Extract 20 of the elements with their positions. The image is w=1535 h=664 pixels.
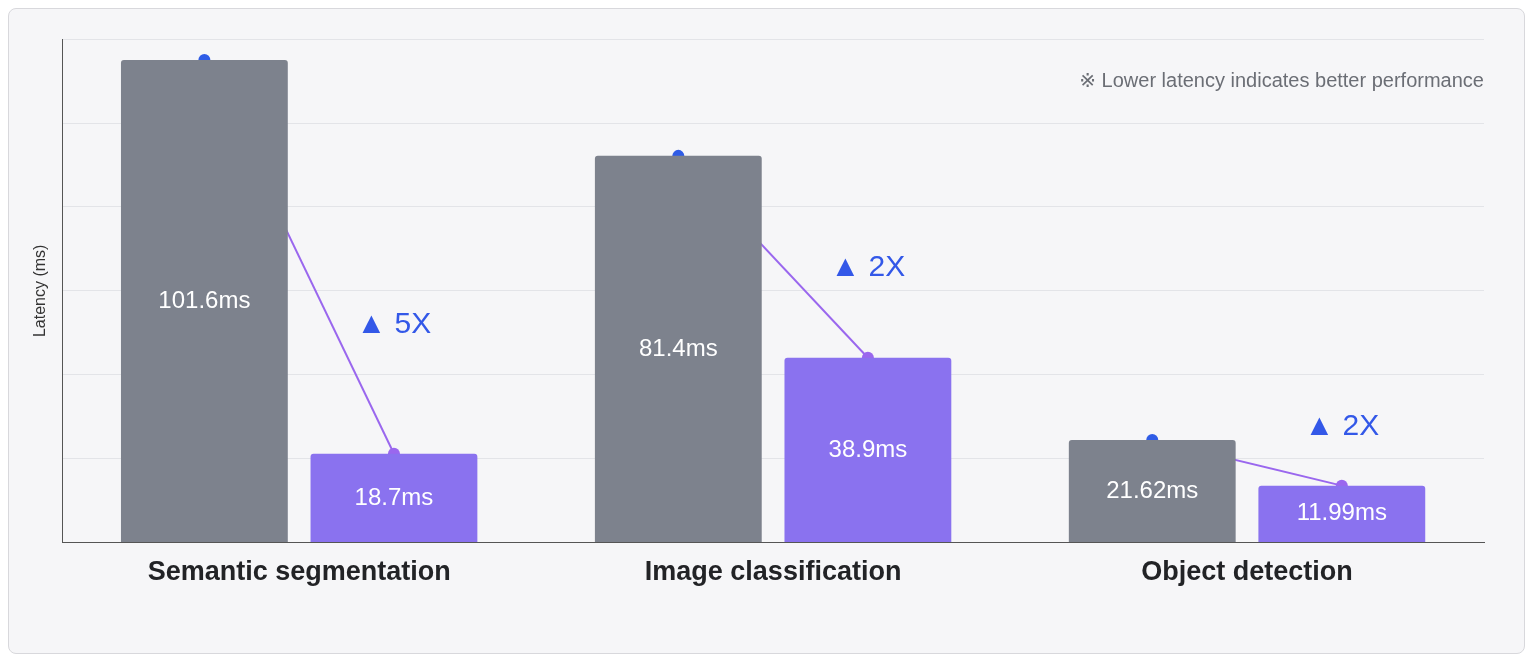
y-axis-title: Latency (ms) [31,244,49,338]
data-label: 81.4ms [638,333,718,361]
bar [1258,485,1426,543]
data-label: 21.62ms [1106,475,1199,503]
bar [120,59,288,543]
data-label: 11.99ms [1296,498,1387,526]
annotation: ▲ 2X [1304,407,1380,441]
bar [784,357,952,543]
bar [594,155,762,543]
annotation: ▲ 5X [356,306,432,340]
data-label: 38.9ms [828,434,908,462]
data-label: 101.6ms [158,285,251,313]
x-tick-label: Object detection [1141,556,1353,587]
bar [310,453,478,543]
annotation: ▲ 2X [830,248,906,282]
x-tick-label: Image classification [644,556,902,587]
bar [1068,439,1236,543]
annotation: ※ Lower latency indicates better performance [1079,68,1484,91]
x-tick-label: Semantic segmentation [147,556,451,587]
data-label: 18.7ms [354,482,434,510]
